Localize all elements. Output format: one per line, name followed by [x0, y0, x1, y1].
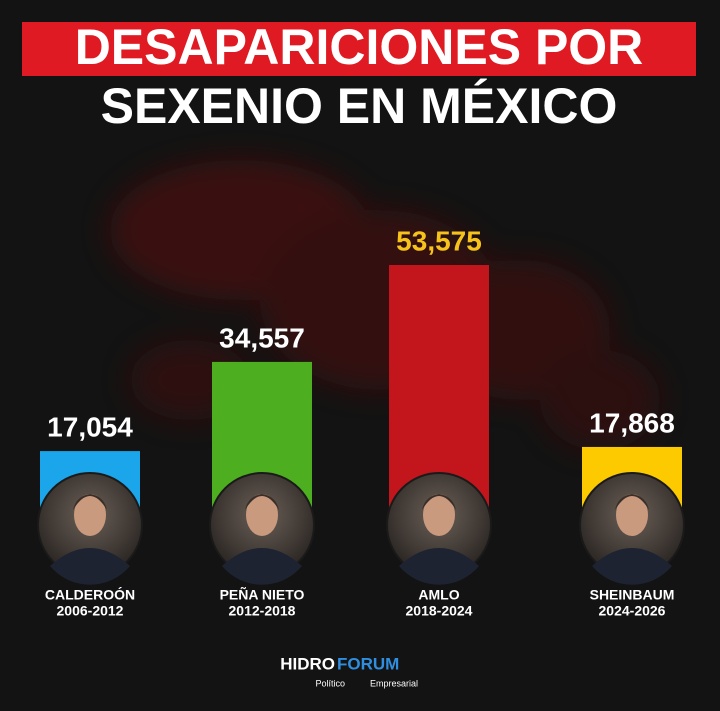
portrait-hair: [245, 494, 279, 510]
brand-tag-right: Empresarial: [370, 678, 418, 688]
portrait-hair: [73, 494, 107, 510]
value-label: 53,575: [396, 225, 482, 256]
chart-subtitle: SEXENIO EN MÉXICO: [101, 78, 618, 134]
value-label: 17,868: [589, 407, 675, 438]
portrait-face: [616, 494, 648, 536]
period-label: 2018-2024: [406, 603, 473, 619]
portrait-face: [74, 494, 106, 536]
brand-tag-left: Político: [315, 678, 345, 688]
period-label: 2006-2012: [57, 603, 124, 619]
chart-title: DESAPARICIONES POR: [75, 19, 644, 75]
brand-right: FORUM: [337, 654, 399, 673]
portrait: [386, 472, 492, 585]
value-label: 17,054: [47, 411, 133, 442]
portrait-hair: [615, 494, 649, 510]
portrait-body: [50, 548, 130, 585]
x-tick-label: PEÑA NIETO: [220, 586, 305, 603]
period-label: 2012-2018: [229, 603, 296, 619]
value-label: 34,557: [219, 322, 305, 353]
portrait: [37, 472, 143, 585]
portrait-hair: [422, 494, 456, 510]
x-tick-label: CALDEROÓN: [45, 586, 135, 603]
brand-left: HIDRO: [280, 654, 335, 673]
portrait-body: [222, 548, 302, 585]
portrait: [209, 472, 315, 585]
portrait: [579, 472, 685, 585]
x-tick-label: SHEINBAUM: [590, 587, 675, 603]
x-tick-label: AMLO: [418, 587, 459, 603]
portrait-body: [592, 548, 672, 585]
portrait-body: [399, 548, 479, 585]
title-band: [22, 22, 696, 76]
period-label: 2024-2026: [599, 603, 666, 619]
portrait-face: [423, 494, 455, 536]
portrait-face: [246, 494, 278, 536]
brand: HIDRO FORUM Político Empresarial: [280, 654, 418, 688]
